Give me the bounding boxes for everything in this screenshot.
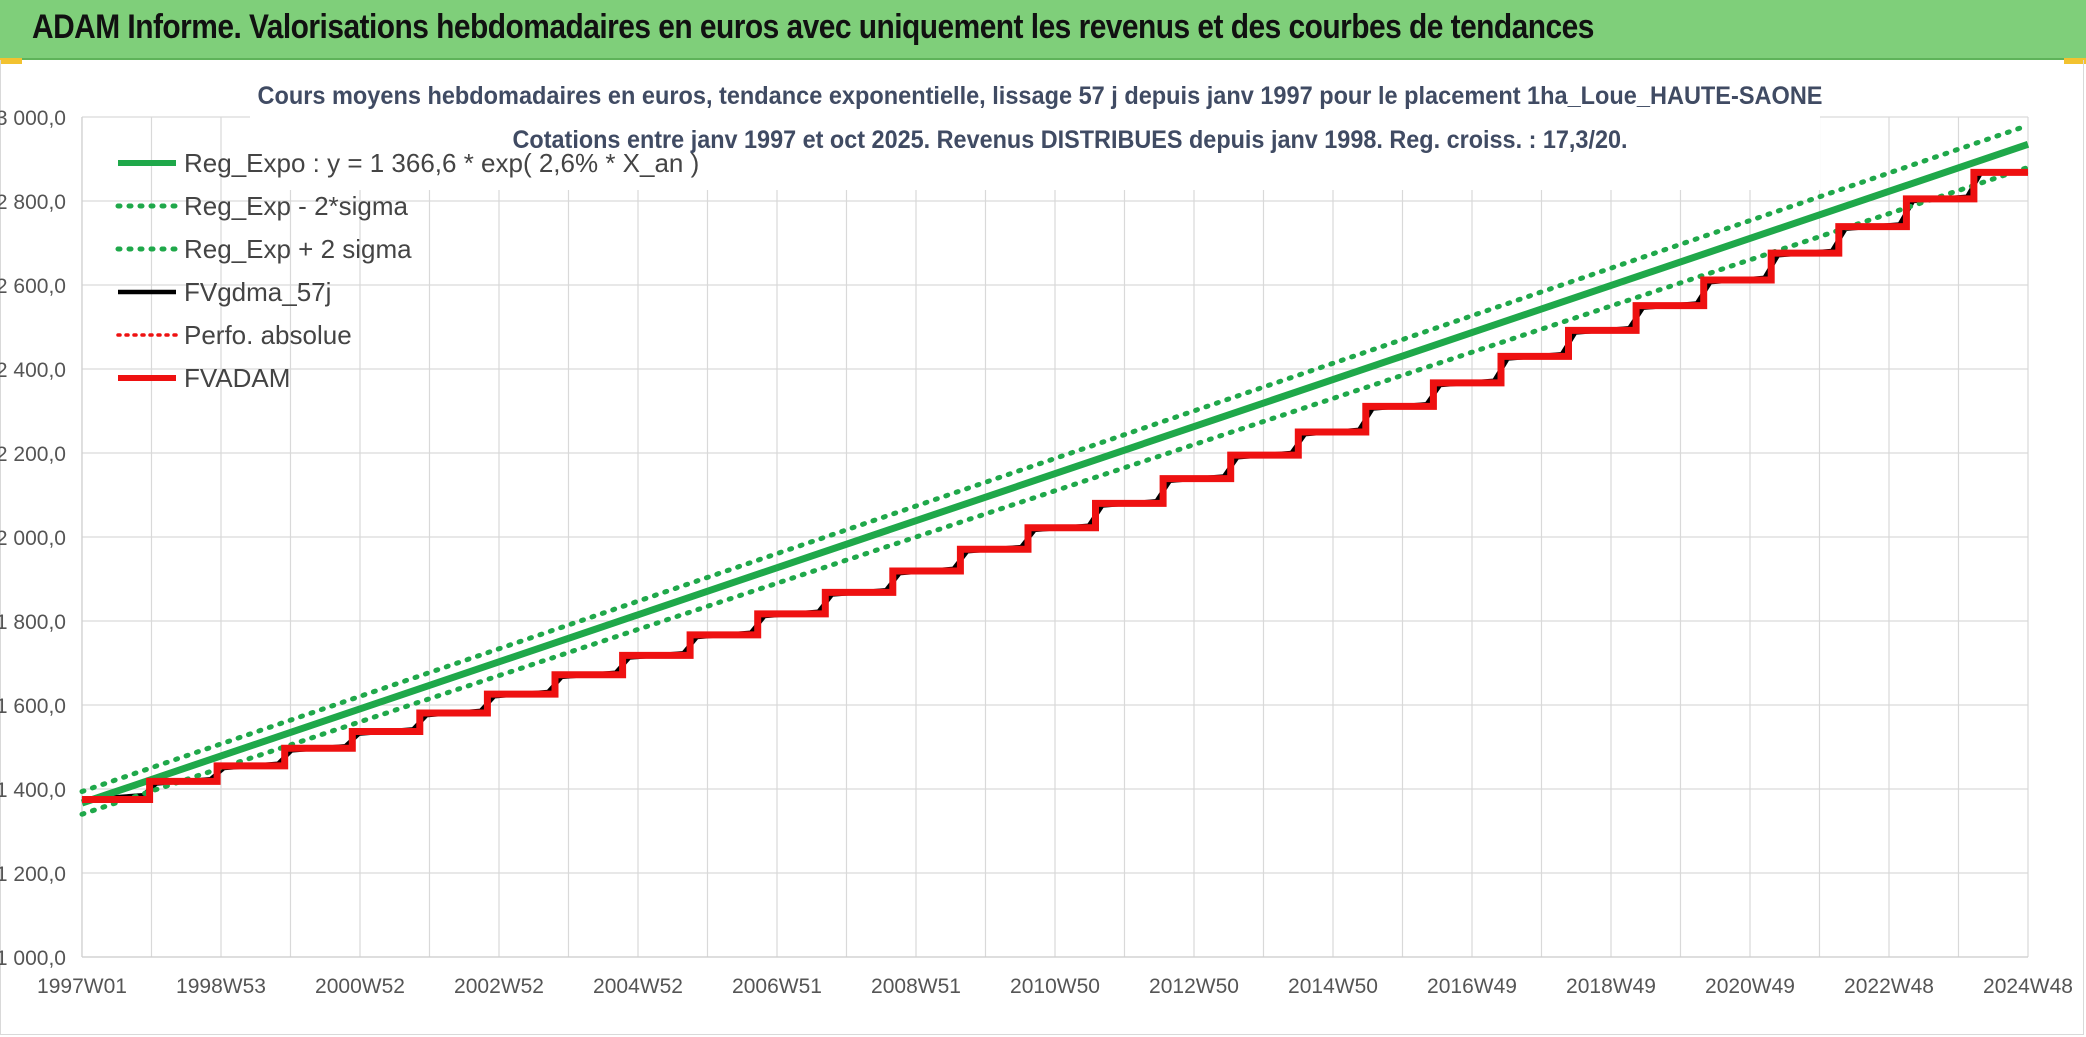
- legend-label-3: FVgdma_57j: [184, 277, 331, 307]
- legend-label-0: Reg_Expo : y = 1 366,6 * exp( 2,6% * X_a…: [184, 148, 699, 178]
- legend-label-5: FVADAM: [184, 363, 290, 393]
- chart-title: Cours moyens hebdomadaires en euros, ten…: [258, 82, 1823, 110]
- x-tick-label: 2016W49: [1427, 975, 1517, 998]
- x-tick-label: 2014W50: [1288, 975, 1378, 998]
- x-tick-label: 2004W52: [593, 975, 683, 998]
- y-tick-label: 1 800,0: [0, 611, 66, 634]
- x-tick-label: 1998W53: [176, 975, 266, 998]
- series-line-5: [82, 168, 2028, 803]
- x-tick-label: 2020W49: [1705, 975, 1795, 998]
- y-tick-label: 1 200,0: [0, 863, 66, 886]
- x-axis: 1997W01 1998W53 2000W52 2002W52 2004W52 2006W…: [37, 975, 2073, 998]
- chart-subtitle: Cotations entre janv 1997 et oct 2025. R…: [513, 126, 1628, 154]
- x-tick-label: 2022W48: [1844, 975, 1934, 998]
- page-title: ADAM Informe. Valorisations hebdomadaire…: [32, 8, 1594, 46]
- x-tick-label: 2002W52: [454, 975, 544, 998]
- chart: 1 000,0 1 200,0 1 400,0 1 600,0 1 800,0 2 000…: [0, 82, 2073, 998]
- legend-label-1: Reg_Exp - 2*sigma: [184, 191, 409, 221]
- y-tick-label: 3 000,0: [0, 107, 66, 130]
- series-line-1: [79, 164, 2031, 817]
- series-line-0: [80, 140, 2030, 807]
- series-line-2: [79, 122, 2031, 794]
- y-tick-label: 1 600,0: [0, 695, 66, 718]
- corner-mark-left: [0, 58, 22, 64]
- x-tick-label: 2012W50: [1149, 975, 1239, 998]
- header-banner: ADAM Informe. Valorisations hebdomadaire…: [0, 0, 2086, 60]
- y-tick-label: 2 600,0: [0, 275, 66, 298]
- y-axis: 1 000,0 1 200,0 1 400,0 1 600,0 1 800,0 2 000…: [0, 107, 66, 970]
- y-tick-label: 1 400,0: [0, 779, 66, 802]
- x-tick-label: 2018W49: [1566, 975, 1656, 998]
- y-tick-label: 2 000,0: [0, 527, 66, 550]
- y-tick-label: 2 200,0: [0, 443, 66, 466]
- legend-label-4: Perfo. absolue: [184, 320, 352, 350]
- x-tick-label: 2024W48: [1983, 975, 2073, 998]
- plot-area: [79, 122, 2031, 817]
- x-tick-label: 2010W50: [1010, 975, 1100, 998]
- y-tick-label: 1 000,0: [0, 947, 66, 970]
- legend-label-2: Reg_Exp + 2 sigma: [184, 234, 412, 264]
- y-tick-label: 2 800,0: [0, 191, 66, 214]
- y-tick-label: 2 400,0: [0, 359, 66, 382]
- x-tick-label: 2000W52: [315, 975, 405, 998]
- legend: Reg_Expo : y = 1 366,6 * exp( 2,6% * X_a…: [115, 148, 699, 393]
- title-backdrop: [250, 82, 1820, 190]
- x-tick-label: 1997W01: [37, 975, 127, 998]
- x-tick-label: 2006W51: [732, 975, 822, 998]
- chart-frame: [0, 60, 2084, 1035]
- x-tick-label: 2008W51: [871, 975, 961, 998]
- corner-mark-right: [2064, 58, 2086, 64]
